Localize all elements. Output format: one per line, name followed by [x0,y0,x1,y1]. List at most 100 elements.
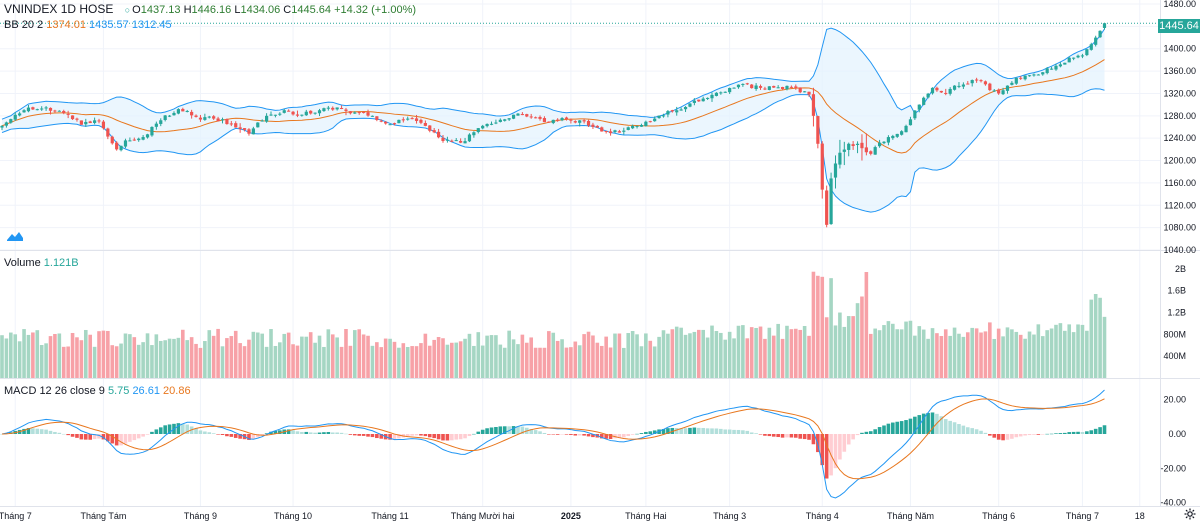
volume-bar [295,345,300,378]
volume-bar [798,329,803,378]
candle [573,120,577,124]
candle-body [163,115,167,120]
candle-body [719,92,723,94]
candle-body [560,118,564,121]
macd-histogram-bar [604,434,608,439]
macd-histogram-bar [286,429,291,434]
macd-histogram-bar [269,431,273,434]
settings-gear-icon[interactable] [1184,508,1196,520]
candle-body [22,110,26,113]
volume-bar [661,330,666,378]
macd-histogram-bar [555,434,560,435]
macd-histogram-bar [648,431,653,434]
macd-histogram-bar [1036,434,1041,435]
candle [997,88,1001,95]
price-tick-label: 1160.00 [1164,178,1196,188]
volume-bars [0,271,1107,378]
volume-bar [930,328,935,378]
macd-signal-value: 20.86 [163,385,191,397]
candle [13,112,17,121]
candle-body [661,115,666,117]
macd-histogram-bar [247,434,251,440]
volume-bar [1102,316,1107,378]
macd-histogram-bar [771,434,776,437]
candle [172,111,176,116]
volume-bar [70,332,75,378]
macd-histogram-bar [939,416,944,434]
volume-bar [370,345,375,378]
bb-legend[interactable]: BB 20 2 1374.01 1435.57 1312.45 [4,18,172,32]
volume-bar [57,333,62,378]
macd-histogram-bar [952,422,957,434]
candle [811,87,816,127]
volume-bar [264,346,269,378]
volume-bar [247,339,251,378]
candle-body [207,116,211,118]
volume-bar [555,340,560,378]
candle [701,96,705,102]
macd-histogram-bar [983,432,988,434]
volume-bar [507,330,511,378]
candle [582,118,586,124]
candle-body [507,118,511,120]
candle-body [375,116,379,120]
macd-legend[interactable]: MACD 12 26 close 9 5.75 26.61 20.86 [4,384,191,398]
candle [53,109,57,113]
volume-bar [891,323,895,378]
candle [145,133,150,139]
macd-histogram-bar [1093,428,1098,434]
macd-histogram-bar [732,429,736,434]
candle [344,107,348,116]
candle [697,99,701,102]
volume-bar [255,332,260,378]
volume-bar [172,338,176,378]
candle-body [344,109,348,111]
volume-bar [308,332,313,378]
candle-body [441,137,445,141]
volume-bar [908,320,913,378]
macd-histogram-bar [1076,431,1080,434]
macd-histogram-bar [211,433,216,434]
candle [1063,62,1067,65]
volume-bar [767,327,772,378]
macd-histogram-bar [128,434,132,442]
candle [150,126,154,137]
volume-legend[interactable]: Volume 1.121B [4,256,79,270]
candle-body [798,87,802,93]
macd-histogram-bar [467,434,472,437]
candle-body [631,125,635,129]
volume-bar [388,338,392,378]
candle [357,111,361,115]
macd-tick-label: -40.00 [1160,498,1186,508]
volume-bar [754,327,758,378]
candle-body [776,87,780,89]
volume-bar [476,332,481,378]
candle-body [754,85,758,90]
candle [750,84,754,89]
time-tick-label: Tháng 4 [806,511,839,521]
candle [1072,57,1076,61]
candle [388,123,392,126]
candle [353,111,357,114]
candle [247,128,251,136]
candle-body [525,114,529,117]
candle-body [613,130,617,133]
macd-histogram-bar [974,429,979,434]
candle-body [260,120,264,122]
macd-histogram-bar [921,413,926,434]
macd-histogram-bar [926,412,930,434]
candle-body [31,107,35,110]
candle-body [1032,74,1036,76]
candle-body [322,108,326,112]
candle [1085,49,1089,57]
candle [207,115,211,119]
macd-histogram-bar [899,421,904,434]
candle [591,122,595,129]
symbol-title[interactable]: VNINDEX 1D HOSE [4,2,117,16]
tradingview-logo-icon[interactable] [6,230,24,242]
volume-bar [401,343,406,378]
candle-body [1041,72,1045,75]
candle [1054,63,1058,71]
volume-bar [974,328,979,378]
candle [432,128,436,134]
